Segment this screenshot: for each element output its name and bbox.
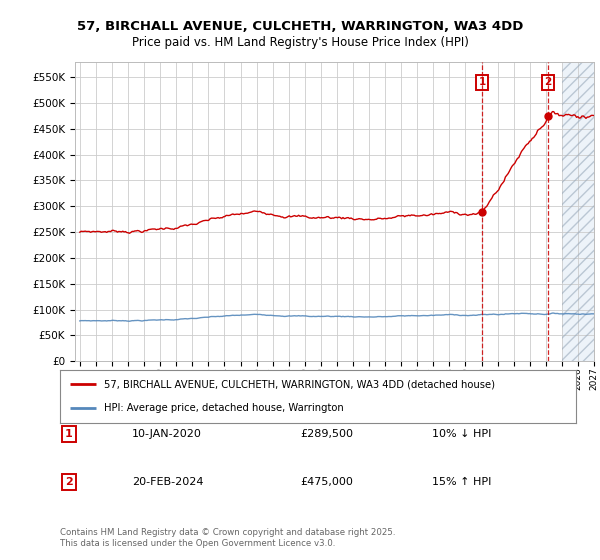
Text: 1: 1 xyxy=(478,77,485,87)
Text: 1: 1 xyxy=(65,429,73,439)
Text: Price paid vs. HM Land Registry's House Price Index (HPI): Price paid vs. HM Land Registry's House … xyxy=(131,36,469,49)
Text: 57, BIRCHALL AVENUE, CULCHETH, WARRINGTON, WA3 4DD (detached house): 57, BIRCHALL AVENUE, CULCHETH, WARRINGTO… xyxy=(104,380,495,390)
Text: 2: 2 xyxy=(544,77,551,87)
Text: 10% ↓ HPI: 10% ↓ HPI xyxy=(432,429,491,439)
Text: £289,500: £289,500 xyxy=(300,429,353,439)
Bar xyxy=(562,52,594,361)
Text: 15% ↑ HPI: 15% ↑ HPI xyxy=(432,477,491,487)
Text: 20-FEB-2024: 20-FEB-2024 xyxy=(132,477,203,487)
Text: 57, BIRCHALL AVENUE, CULCHETH, WARRINGTON, WA3 4DD: 57, BIRCHALL AVENUE, CULCHETH, WARRINGTO… xyxy=(77,20,523,32)
Bar xyxy=(562,52,594,361)
Text: 2: 2 xyxy=(65,477,73,487)
Text: £475,000: £475,000 xyxy=(300,477,353,487)
Text: HPI: Average price, detached house, Warrington: HPI: Average price, detached house, Warr… xyxy=(104,403,344,413)
Text: Contains HM Land Registry data © Crown copyright and database right 2025.
This d: Contains HM Land Registry data © Crown c… xyxy=(60,528,395,548)
Text: 10-JAN-2020: 10-JAN-2020 xyxy=(132,429,202,439)
